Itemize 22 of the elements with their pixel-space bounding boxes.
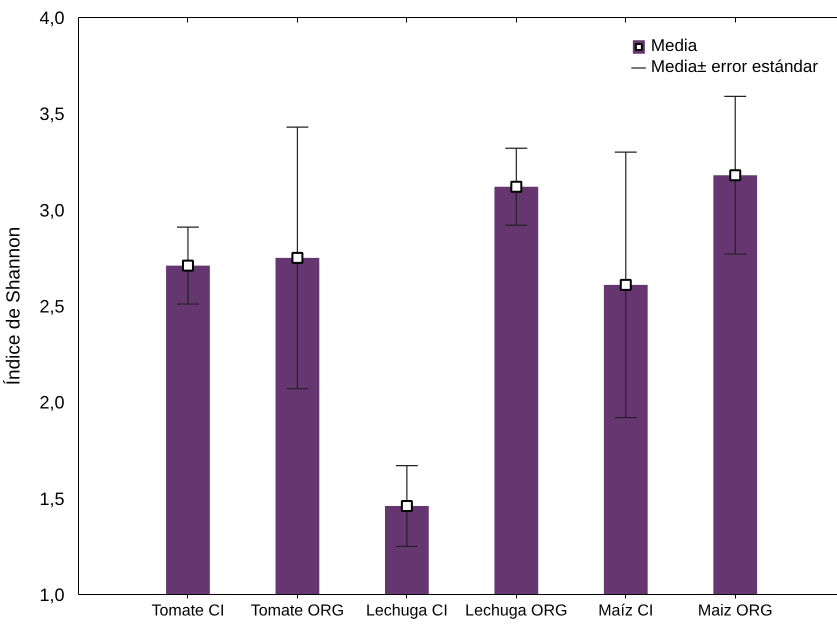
y-tick-label: 2,5 xyxy=(39,296,65,316)
x-tick-label: Lechuga ORG xyxy=(465,602,568,620)
y-axis-title: Índice de Shannon xyxy=(2,226,24,386)
y-tick-label: 2,0 xyxy=(39,392,65,413)
point xyxy=(510,180,522,193)
annotation: Media± error estándar xyxy=(650,57,818,77)
x-tick-label: Maiz ORG xyxy=(698,602,773,620)
y-tick-label: 1,5 xyxy=(39,488,65,509)
legend-label: Media xyxy=(650,36,698,56)
point xyxy=(182,260,194,272)
y-tick-label: 3,5 xyxy=(39,104,65,124)
point xyxy=(620,278,632,291)
x-tick-label: Tomate ORG xyxy=(250,602,344,620)
x-tick-label: Tomate CI xyxy=(152,602,224,620)
point xyxy=(400,500,413,512)
y-tick-label: 1,0 xyxy=(39,585,65,605)
x-tick-label: Lechuga CI xyxy=(366,602,448,620)
point xyxy=(729,169,742,182)
y-tick-label: 4,0 xyxy=(39,8,65,28)
y-tick-label: 3,0 xyxy=(39,200,65,220)
x-tick-label: Maíz CI xyxy=(598,602,654,620)
point xyxy=(291,252,304,264)
